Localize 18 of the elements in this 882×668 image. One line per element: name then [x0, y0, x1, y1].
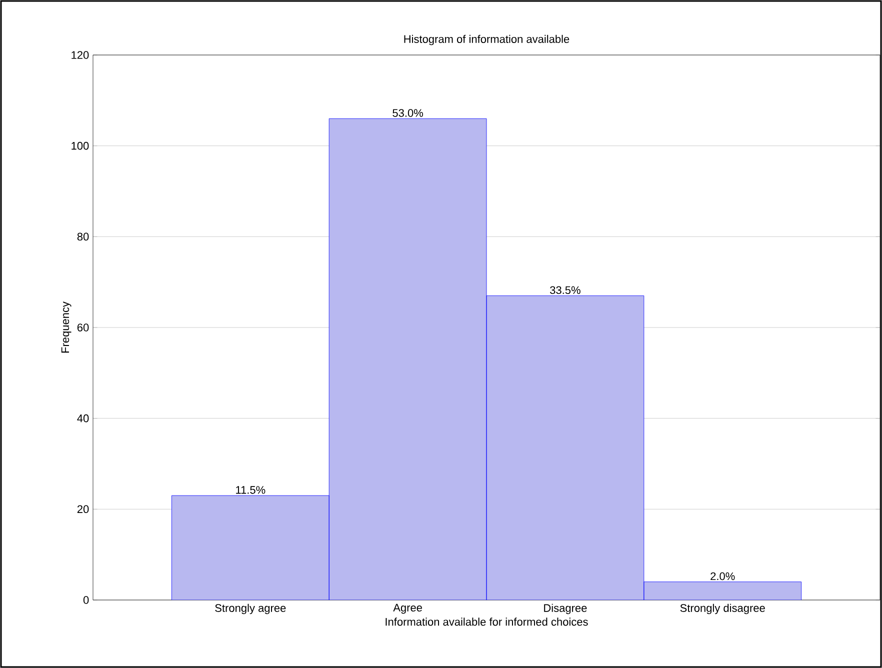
x-tick-label: Strongly disagree — [680, 604, 765, 614]
annotation: 11.5% — [236, 486, 266, 494]
y-tick-label: 0 — [83, 596, 89, 604]
y-axis-title: Frequency — [61, 302, 72, 353]
annotation: 33.5% — [550, 286, 580, 294]
y-tick-label: 100 — [72, 142, 89, 150]
annotation: 53.0% — [392, 109, 424, 117]
x-tick-label: Disagree — [544, 604, 587, 614]
chart-title: Histogram of information available — [404, 34, 570, 46]
y-tick-label: 120 — [72, 51, 89, 59]
y-tick-label: 80 — [77, 232, 89, 241]
y-tick-label: 60 — [77, 324, 89, 332]
x-tick-label: Strongly agree — [215, 604, 286, 614]
annotation: 2.0% — [710, 572, 735, 580]
y-tick-label: 40 — [77, 414, 89, 422]
x-axis-title: Information available for informed choices — [386, 618, 588, 626]
y-tick-label: 20 — [77, 505, 89, 514]
x-tick-label: Agree — [393, 604, 422, 614]
